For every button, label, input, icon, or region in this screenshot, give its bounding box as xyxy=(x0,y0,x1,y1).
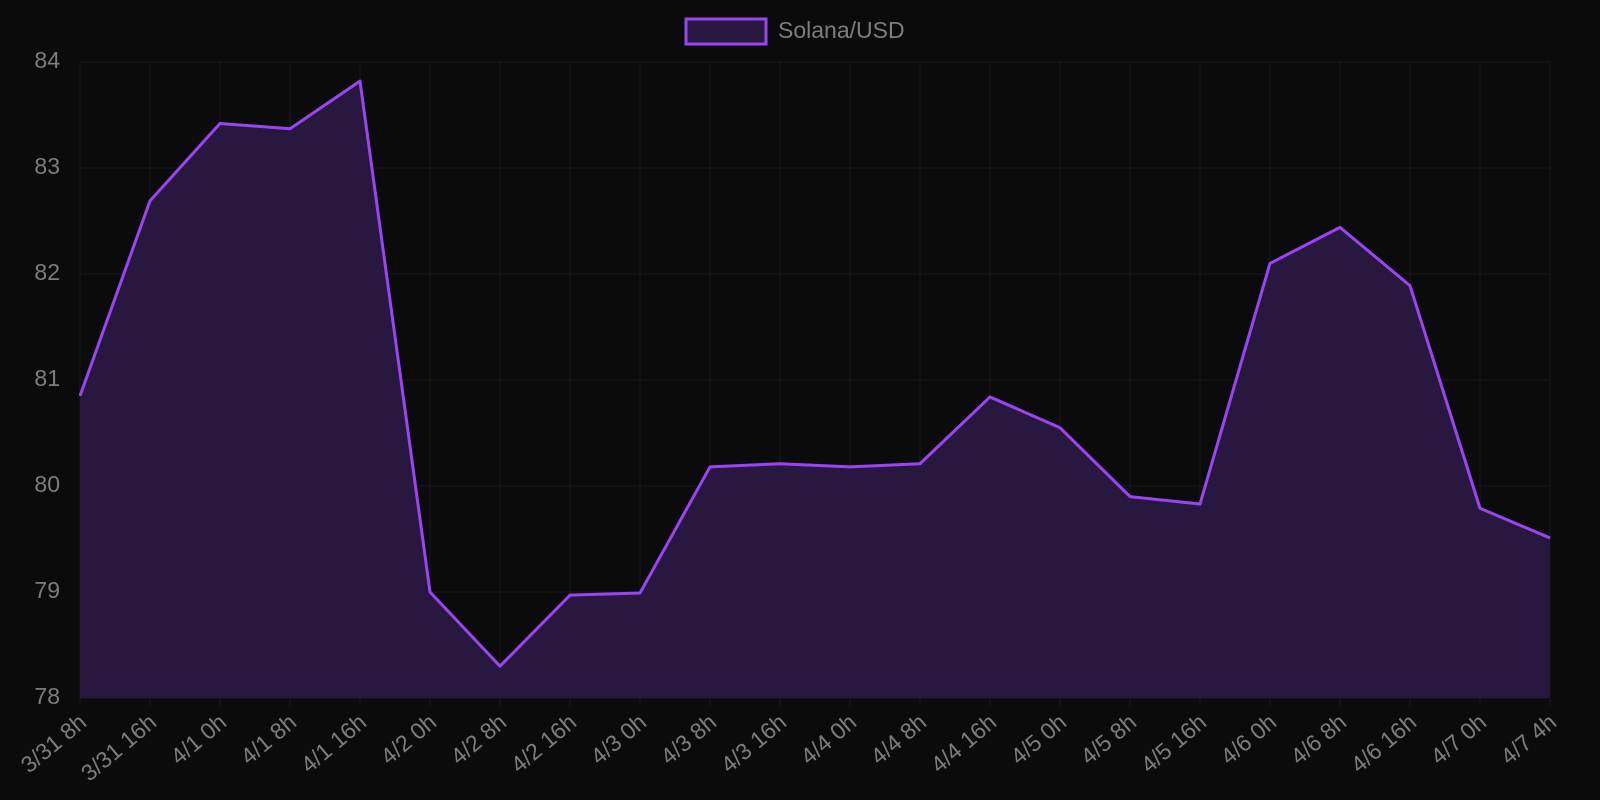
legend-swatch xyxy=(684,17,768,46)
y-tick-label: 82 xyxy=(34,259,60,285)
legend-label: Solana/USD xyxy=(778,17,905,43)
y-tick-label: 80 xyxy=(34,471,60,497)
plot xyxy=(78,79,1551,698)
y-tick-label: 79 xyxy=(34,577,60,603)
line xyxy=(78,79,1551,668)
y-tick-label: 81 xyxy=(34,365,60,391)
area xyxy=(80,81,1550,698)
y-tick-label: 83 xyxy=(34,153,60,179)
y-tick-label: 84 xyxy=(34,47,60,73)
y-tick-label: 78 xyxy=(34,683,60,709)
